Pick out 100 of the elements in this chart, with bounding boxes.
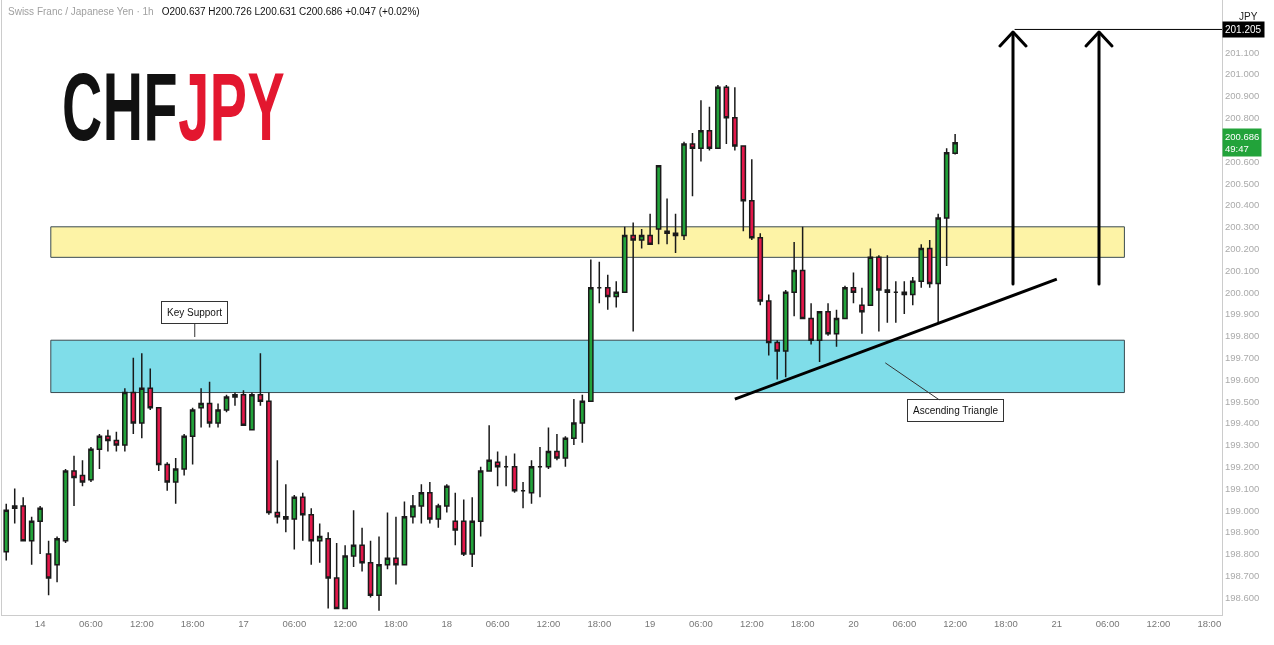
candlestick: [604, 274, 611, 311]
candlestick: [935, 212, 942, 324]
candlestick: [562, 435, 569, 468]
candlestick: [613, 280, 620, 309]
x-tick-label: 18:00: [1197, 618, 1222, 630]
candlestick: [757, 232, 764, 307]
x-tick-label: 21: [1051, 618, 1063, 630]
text: CHFJPY: [62, 53, 286, 160]
candlestick: [147, 367, 154, 411]
candlestick: [571, 398, 577, 446]
candlestick: [520, 481, 526, 509]
candlestick: [765, 293, 772, 357]
candlestick: [850, 271, 857, 304]
x-tick-label: 06:00: [689, 618, 713, 630]
annotation: Key Support: [167, 307, 223, 318]
candlestick: [164, 461, 171, 492]
candlestick: [215, 402, 221, 429]
candlestick: [732, 86, 738, 152]
candlestick: [316, 522, 323, 564]
candlestick: [266, 391, 272, 516]
candlestick: [740, 145, 747, 232]
candlestick: [189, 407, 196, 466]
x-tick-label: 06:00: [892, 618, 917, 630]
candlestick: [308, 507, 315, 566]
candlestick: [884, 254, 891, 324]
candlestick: [299, 492, 306, 542]
candlestick: [232, 391, 238, 407]
candlestick: [122, 387, 128, 453]
annotation: Ascending Triangle: [913, 405, 999, 416]
candlestick: [486, 424, 492, 472]
candlestick: [155, 407, 162, 472]
x-tick-label: 06:00: [282, 618, 307, 630]
x-tick-label: 06:00: [1095, 618, 1120, 630]
text: 200.686 49:47: [1225, 131, 1260, 155]
candlestick: [892, 280, 899, 324]
x-tick-label: 18:00: [180, 618, 205, 630]
y-tick-label: 199.300: [1224, 439, 1260, 451]
x-tick-label: 18: [441, 618, 453, 630]
y-tick-label: 200.200: [1224, 242, 1260, 254]
x-tick-label: 18:00: [587, 618, 612, 630]
x-tick-label: 12:00: [943, 618, 968, 630]
y-tick-label: 199.200: [1224, 461, 1260, 473]
x-tick-label: 12:00: [536, 618, 561, 630]
candlestick: [20, 496, 27, 542]
y-tick-label: 199.400: [1224, 417, 1260, 429]
candlestick: [825, 302, 831, 337]
candlestick: [88, 446, 94, 483]
candlestick: [469, 496, 476, 568]
candlestick: [342, 544, 348, 610]
candlestick: [706, 106, 713, 152]
candlestick: [435, 503, 442, 529]
y-tick-label: 198.600: [1224, 591, 1260, 603]
candlestick: [943, 147, 950, 267]
candlestick: [71, 455, 77, 507]
y-tick-label: 198.800: [1224, 548, 1260, 560]
candlestick: [249, 391, 255, 431]
y-tick-label: 200.500: [1224, 177, 1260, 189]
y-tick-label: 198.900: [1224, 526, 1260, 538]
candlestick: [172, 457, 179, 505]
y-tick-label: 200.300: [1224, 221, 1260, 233]
y-tick-label: 199.700: [1224, 351, 1260, 363]
candlestick: [393, 516, 399, 586]
candlestick: [54, 535, 60, 584]
candlestick: [952, 133, 958, 156]
y-tick-label: 200.800: [1224, 112, 1260, 124]
candlestick: [808, 302, 814, 346]
candlestick: [596, 260, 603, 304]
candlestick: [587, 258, 594, 403]
x-tick-label: 19: [644, 618, 656, 630]
candlestick: [113, 431, 120, 453]
candlestick: [452, 492, 459, 546]
candlestick: [926, 239, 933, 289]
x-tick-label: 12:00: [333, 618, 358, 630]
y-tick-label: 200.400: [1224, 199, 1260, 211]
candlestick: [918, 243, 925, 289]
y-tick-label: 199.500: [1224, 395, 1260, 407]
candlestick: [138, 352, 145, 440]
candlestick: [715, 84, 721, 150]
candlestick: [689, 132, 696, 198]
candlestick: [528, 459, 535, 505]
candlestick: [621, 226, 628, 293]
candlestick: [401, 500, 408, 566]
candlestick: [782, 289, 789, 379]
y-tick-label: 199.000: [1224, 504, 1260, 516]
candlestick: [545, 426, 552, 470]
candlestick: [410, 494, 416, 525]
x-tick-label: 14: [34, 618, 46, 630]
y-tick-label: 199.100: [1224, 482, 1260, 494]
candlestick: [774, 339, 781, 381]
annotation: O200.637 H200.726 L200.631 C200.686 +0.047 (+0.02%): [161, 6, 420, 17]
y-axis-title: JPY: [1239, 11, 1258, 22]
candlestick: [291, 494, 298, 551]
x-tick-label: 06:00: [485, 618, 510, 630]
text: Swiss Franc / Japanese Yen · 1h: [8, 6, 154, 17]
candlestick: [96, 433, 103, 470]
candlestick: [3, 503, 10, 562]
candlestick: [816, 311, 823, 363]
candlestick: [79, 459, 86, 488]
candlestick: [282, 483, 289, 533]
candlestick: [418, 483, 425, 525]
